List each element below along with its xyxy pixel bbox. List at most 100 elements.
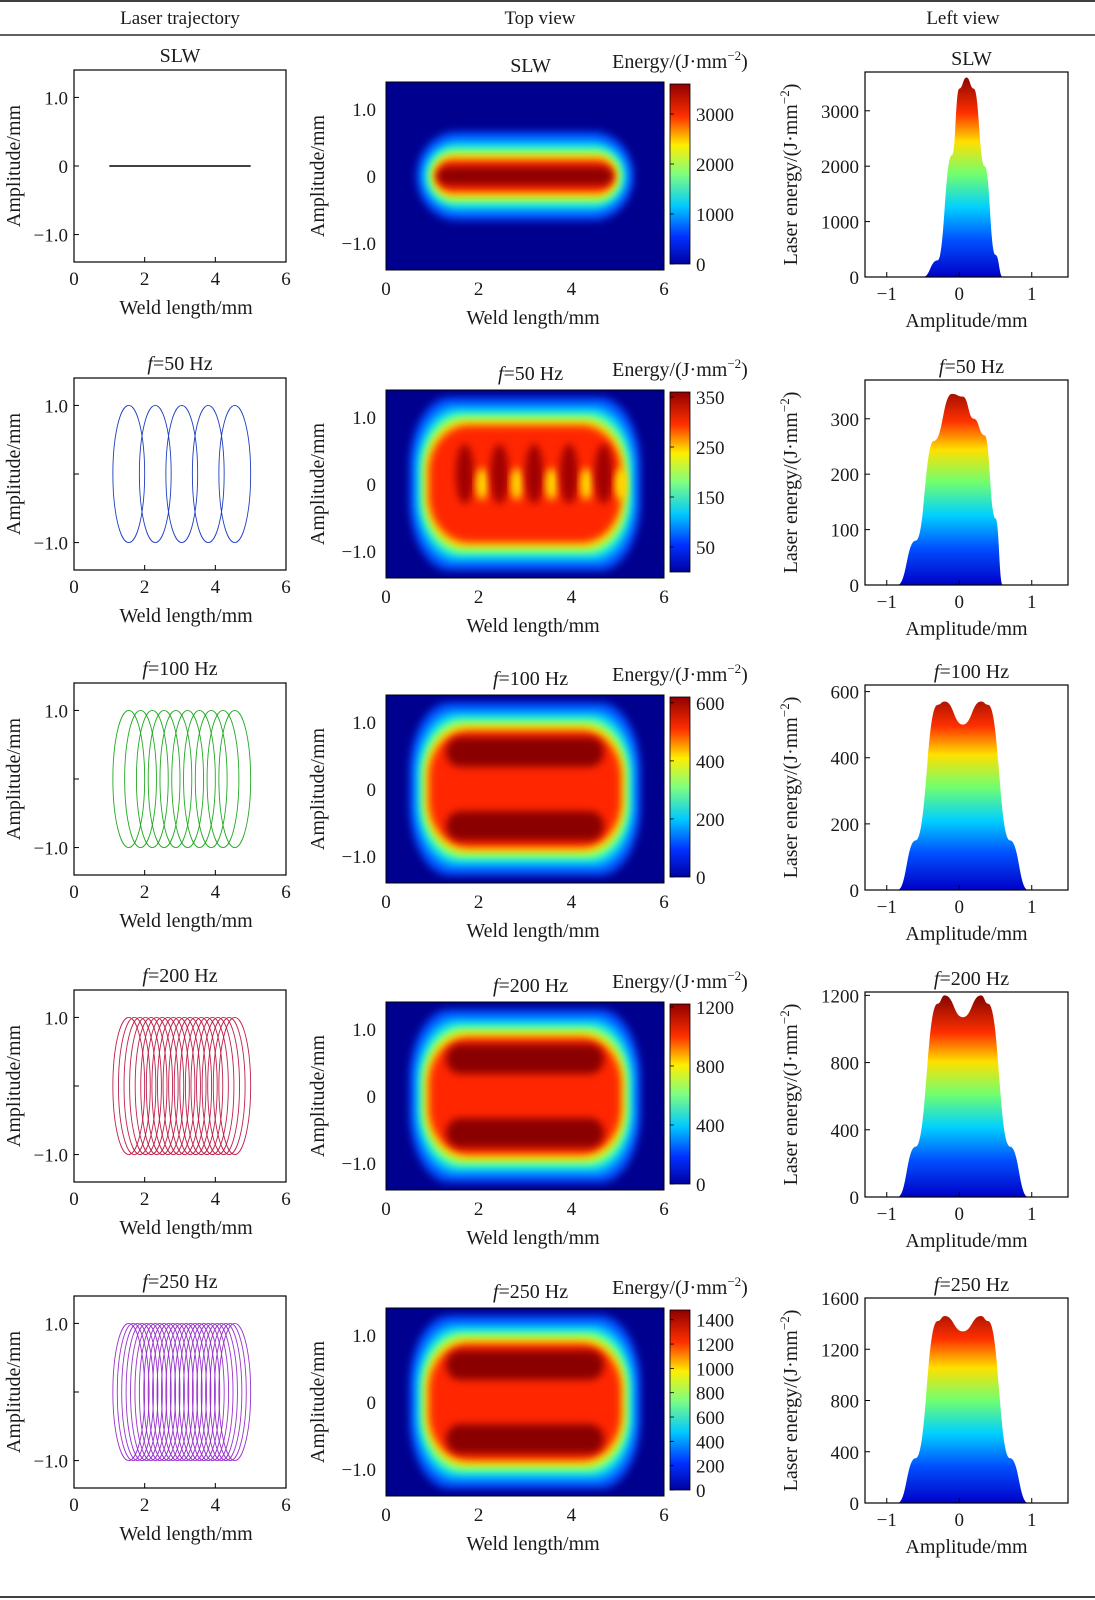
x-tick-label: 6 <box>659 587 669 608</box>
trajectory-loop <box>162 1016 196 1156</box>
label-close: ) <box>741 664 748 686</box>
panel-title: SLW <box>510 55 551 77</box>
y-tick-label: 2000 <box>821 157 859 178</box>
panel-title: f=50 Hz <box>147 353 212 375</box>
panel-title: f=50 Hz <box>939 356 1004 378</box>
trajectory-loop <box>183 1322 216 1462</box>
colorbar <box>669 391 691 573</box>
x-tick-label: 6 <box>281 882 291 903</box>
y-tick-label: 600 <box>831 683 860 704</box>
colorbar-tick-label: 200 <box>696 810 725 831</box>
column-header-left-view: Left view <box>926 8 1000 29</box>
x-tick-label: 0 <box>381 1505 391 1526</box>
label-close: ) <box>741 359 748 381</box>
x-tick-label: 2 <box>474 1199 484 1220</box>
x-tick-label: 2 <box>140 1189 150 1210</box>
colorbar-tick-label: 3000 <box>696 105 734 126</box>
heatmap-dark-spot <box>560 443 579 504</box>
colorbar-label: Energy/(J·mm−2) <box>612 356 748 381</box>
x-tick-label: 0 <box>69 1495 79 1516</box>
heatmap-bright-spot <box>580 468 593 500</box>
left-view-panel: f=200 Hz 1200 800 400 0 −1 0 1 Amplitude/mm Laser… <box>777 968 1069 1252</box>
label-base: Energy/(J·mm <box>612 1277 728 1299</box>
heatmap-bright-spot <box>614 468 627 500</box>
left-view-panel: f=50 Hz 300 200 100 0 −1 0 1 Amplitude/mm Laser e… <box>777 356 1069 640</box>
x-tick-label: 6 <box>281 269 291 290</box>
colorbar-label: Energy/(J·mm−2) <box>612 1274 748 1299</box>
x-tick-label: 2 <box>474 1505 484 1526</box>
x-axis-label: Amplitude/mm <box>905 310 1028 332</box>
y-tick-label: 3000 <box>821 102 859 123</box>
label-exponent: −2 <box>727 356 741 371</box>
y-tick-label: −1.0 <box>342 542 376 563</box>
heatmap-band <box>446 1044 604 1074</box>
x-tick-label: 0 <box>955 897 965 918</box>
trajectory-loop <box>134 1322 168 1462</box>
title-main: =50 Hz <box>153 353 213 375</box>
label-exponent: −2 <box>727 48 741 63</box>
colorbar-tick-label: 600 <box>696 694 725 715</box>
trajectory-panel: f=200 Hz 1.0 −1.0 0 2 4 6 Weld length/mm Amplitu… <box>3 965 291 1239</box>
left-view-frame <box>864 379 1069 586</box>
panel-title: f=250 Hz <box>142 1271 217 1293</box>
x-axis-label: Weld length/mm <box>119 1523 253 1545</box>
heatmap-peak <box>436 166 614 186</box>
x-tick-label: 6 <box>281 1189 291 1210</box>
colorbar-tick-label: 150 <box>696 488 725 509</box>
x-tick-label: 6 <box>659 279 669 300</box>
y-tick-label: 0 <box>850 576 860 597</box>
trajectory-loop <box>159 709 193 849</box>
x-tick-label: 6 <box>659 892 669 913</box>
y-tick-label: 1.0 <box>352 1326 376 1347</box>
y-tick-label: 0 <box>367 780 377 801</box>
label-close: ) <box>780 84 802 91</box>
y-axis-label: Amplitude/mm <box>3 717 25 840</box>
label-close: ) <box>780 1004 802 1011</box>
trajectory-loop <box>138 1322 172 1462</box>
x-tick-label: 0 <box>955 592 965 613</box>
y-tick-label: 0 <box>850 1494 860 1515</box>
label-close: ) <box>741 971 748 993</box>
colorbar-tick-label: 800 <box>696 1384 725 1405</box>
y-tick-label: −1.0 <box>342 1460 376 1481</box>
x-tick-label: 0 <box>381 279 391 300</box>
panel-title: f=250 Hz <box>493 1281 568 1303</box>
label-exponent: −2 <box>727 1274 741 1289</box>
heatmap-bright-spot <box>510 468 523 500</box>
heatmap-frame <box>385 81 665 271</box>
x-tick-label: 4 <box>567 587 577 608</box>
left-view-frame <box>864 71 1069 278</box>
colorbar-tick-label: 50 <box>696 538 715 559</box>
trajectory-loop <box>135 709 169 849</box>
heatmap-dark-spot <box>490 443 509 504</box>
label-exponent: −2 <box>777 90 792 104</box>
label-close: ) <box>780 392 802 399</box>
y-tick-label: 0 <box>367 475 377 496</box>
label-exponent: −2 <box>777 703 792 717</box>
trajectory-loop <box>168 1016 201 1156</box>
title-italic: f <box>934 661 942 683</box>
title-main: SLW <box>510 55 551 77</box>
trajectory-loop <box>184 1016 218 1156</box>
label-close: ) <box>741 51 748 73</box>
colorbar <box>669 83 691 265</box>
x-tick-label: 4 <box>211 577 221 598</box>
trajectory-loop <box>206 709 240 849</box>
colorbar-tick-label: 1200 <box>696 998 734 1019</box>
colorbar-label: Energy/(J·mm−2) <box>612 661 748 686</box>
x-tick-label: −1 <box>877 592 897 613</box>
trajectory-loop <box>174 1322 207 1462</box>
y-axis-label: Laser energy/(J·mm−2) <box>777 1004 802 1186</box>
trajectory-loop <box>134 1016 168 1156</box>
title-italic: f <box>934 1274 942 1296</box>
trajectory-loop <box>143 1322 177 1462</box>
trajectory-loop <box>116 1322 150 1462</box>
y-tick-label: 200 <box>831 465 860 486</box>
trajectory-loop <box>138 404 172 544</box>
panel-title: SLW <box>160 45 201 67</box>
label-base: Laser energy/(J·mm <box>780 717 802 879</box>
trajectory-loop <box>112 404 146 544</box>
trajectory-loop <box>201 1016 235 1156</box>
top-view-panel: SLW 1.0 0 −1.0 0 2 4 6 Weld length/mm Amplitude/m… <box>307 48 748 329</box>
heatmap-band <box>446 1118 604 1148</box>
